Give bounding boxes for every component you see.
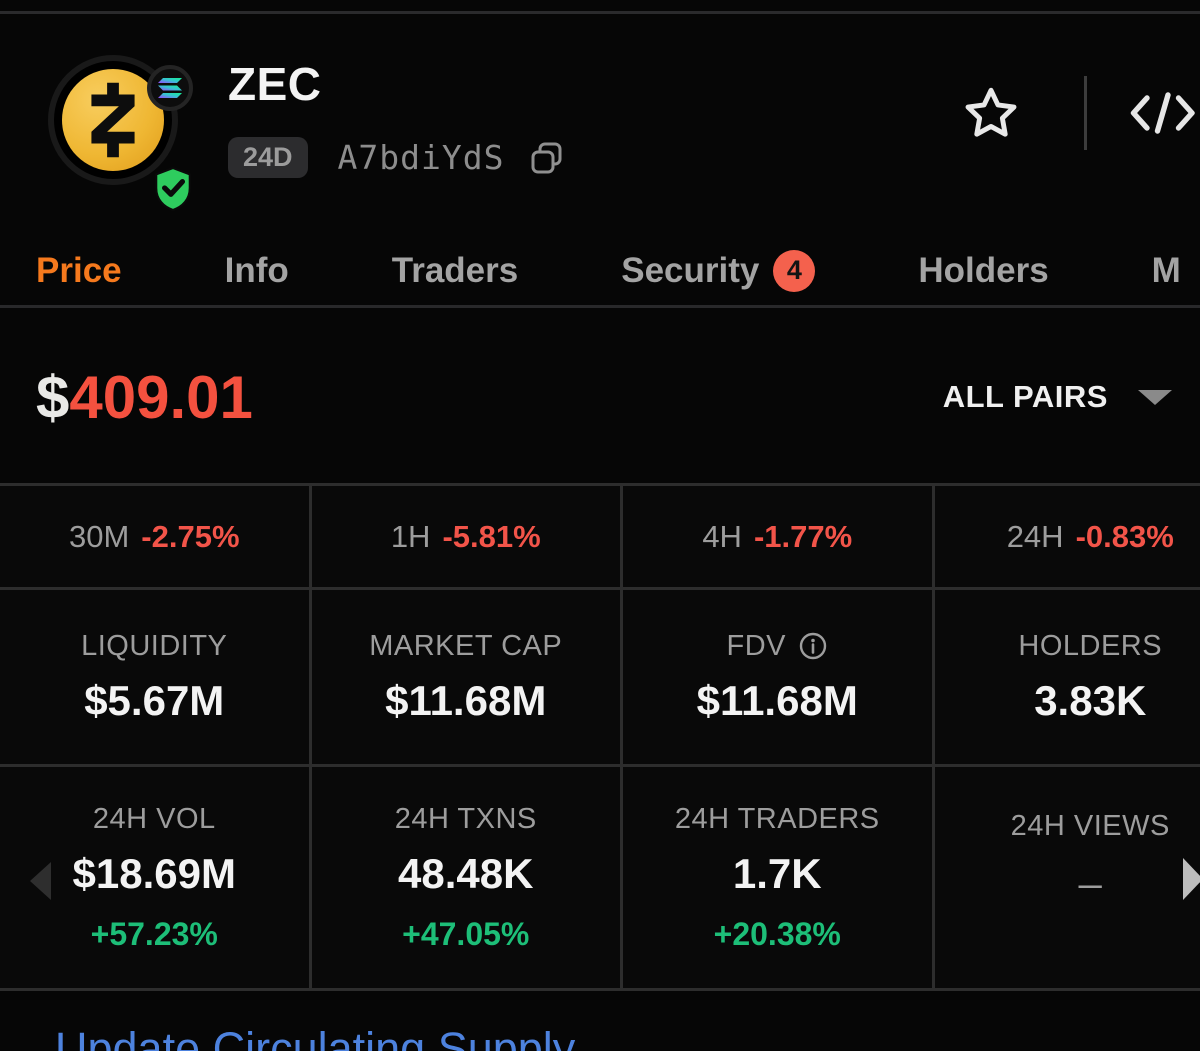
holders-cell: HOLDERS 3.83K [934, 590, 1200, 764]
market-cap-label: MARKET CAP [369, 629, 563, 662]
tab-holders-label: Holders [918, 250, 1049, 290]
views-cell: 24H VIEWS _ [934, 767, 1200, 988]
tab-security[interactable]: Security 4 [621, 249, 816, 292]
token-age-badge: 24D [228, 137, 308, 178]
zcash-coin-icon [62, 69, 164, 171]
embed-code-icon[interactable] [1129, 91, 1195, 135]
security-count-badge: 4 [773, 249, 816, 292]
liquidity-label: LIQUIDITY [81, 629, 228, 662]
pair-selector-label: ALL PAIRS [942, 379, 1108, 414]
txns-cell: 24H TXNS 48.48K +47.05% [311, 767, 623, 988]
txns-value: 48.48K [398, 849, 534, 897]
timeframe-change: -5.81% [442, 518, 541, 554]
tab-more[interactable]: M [1152, 251, 1181, 291]
fdv-value: $11.68M [696, 676, 858, 724]
update-circulating-supply-link[interactable]: Update Circulating Supply [55, 1023, 576, 1051]
vol-cell: 24H VOL $18.69M +57.23% [0, 767, 312, 988]
traders-value: 1.7K [732, 849, 822, 897]
timeframe-cell-1h[interactable]: 1H -5.81% [311, 486, 623, 587]
token-header: ZEC 24D A7bdiYdS [48, 45, 1200, 217]
txns-label: 24H TXNS [394, 802, 537, 835]
views-label: 24H VIEWS [1010, 810, 1170, 842]
liquidity-cell: LIQUIDITY $5.67M [0, 590, 312, 764]
copy-address-icon[interactable] [528, 139, 566, 177]
tab-security-label: Security [621, 250, 760, 290]
tab-traders[interactable]: Traders [392, 251, 518, 291]
timeframe-label: 1H [390, 518, 431, 554]
txns-change: +47.05% [402, 915, 530, 952]
token-avatar [48, 55, 193, 211]
pair-selector-dropdown[interactable]: ALL PAIRS [943, 379, 1172, 415]
carousel-next-icon[interactable] [1183, 858, 1200, 900]
liquidity-value: $5.67M [84, 676, 225, 724]
timeframe-cell-4h[interactable]: 4H -1.77% [623, 486, 935, 587]
timeframe-row: 30M -2.75% 1H -5.81% 4H -1.77% 24H -0.83… [0, 486, 1200, 590]
fdv-cell: FDV $11.68M [623, 590, 935, 764]
timeframe-cell-24h[interactable]: 24H -0.83% [934, 486, 1200, 587]
timeframe-label: 4H [702, 518, 742, 554]
token-symbol: ZEC [228, 58, 322, 110]
info-icon[interactable] [798, 631, 828, 661]
holders-value: 3.83K [1034, 676, 1147, 724]
favorite-star-icon[interactable] [960, 82, 1022, 144]
header-divider [1084, 76, 1087, 150]
market-cap-cell: MARKET CAP $11.68M [311, 590, 623, 764]
views-value: _ [1079, 845, 1102, 889]
carousel-prev-icon[interactable] [30, 862, 51, 900]
solana-icon [158, 78, 182, 98]
tab-more-label: M [1151, 250, 1181, 290]
token-title-block: ZEC 24D A7bdiYdS [228, 45, 566, 217]
tab-price[interactable]: Price [36, 251, 122, 291]
token-price: $409.01 [36, 363, 253, 432]
price-currency-symbol: $ [36, 363, 70, 431]
fdv-label-text: FDV [726, 629, 786, 662]
timeframe-cell-30m[interactable]: 30M -2.75% [0, 486, 312, 587]
token-address[interactable]: A7bdiYdS [337, 138, 505, 177]
timeframe-change: -2.75% [141, 518, 240, 554]
solana-chain-badge [147, 65, 193, 111]
vol-change: +57.23% [90, 915, 218, 952]
top-divider [0, 11, 1200, 14]
tab-traders-label: Traders [391, 250, 519, 290]
stats-row: LIQUIDITY $5.67M MARKET CAP $11.68M FDV … [0, 590, 1200, 767]
chevron-down-icon [1138, 389, 1172, 405]
timeframe-change: -1.77% [753, 518, 853, 554]
stats-grid: 30M -2.75% 1H -5.81% 4H -1.77% 24H -0.83… [0, 483, 1200, 991]
volume-row: 24H VOL $18.69M +57.23% 24H TXNS 48.48K … [0, 767, 1200, 991]
timeframe-change: -0.83% [1075, 518, 1174, 554]
header-actions [960, 53, 1200, 173]
traders-label: 24H TRADERS [674, 802, 880, 835]
tab-info-label: Info [224, 250, 289, 290]
tab-price-label: Price [36, 250, 122, 290]
traders-cell: 24H TRADERS 1.7K +20.38% [623, 767, 935, 988]
timeframe-label: 30M [68, 518, 130, 554]
token-meta-row: 24D A7bdiYdS [228, 137, 566, 178]
price-value: 409.01 [69, 363, 253, 431]
market-cap-value: $11.68M [385, 676, 547, 724]
vol-value: $18.69M [72, 849, 236, 897]
holders-label: HOLDERS [1018, 629, 1163, 662]
price-section: $409.01 ALL PAIRS [0, 311, 1200, 483]
fdv-label: FDV [727, 630, 829, 663]
tab-info[interactable]: Info [225, 251, 289, 291]
tab-holders[interactable]: Holders [918, 251, 1048, 291]
verified-shield-icon [155, 167, 191, 211]
traders-change: +20.38% [713, 915, 841, 952]
tab-bar: Price Info Traders Security 4 Holders M [0, 236, 1200, 308]
vol-label: 24H VOL [92, 802, 216, 835]
timeframe-label: 24H [1006, 518, 1064, 554]
